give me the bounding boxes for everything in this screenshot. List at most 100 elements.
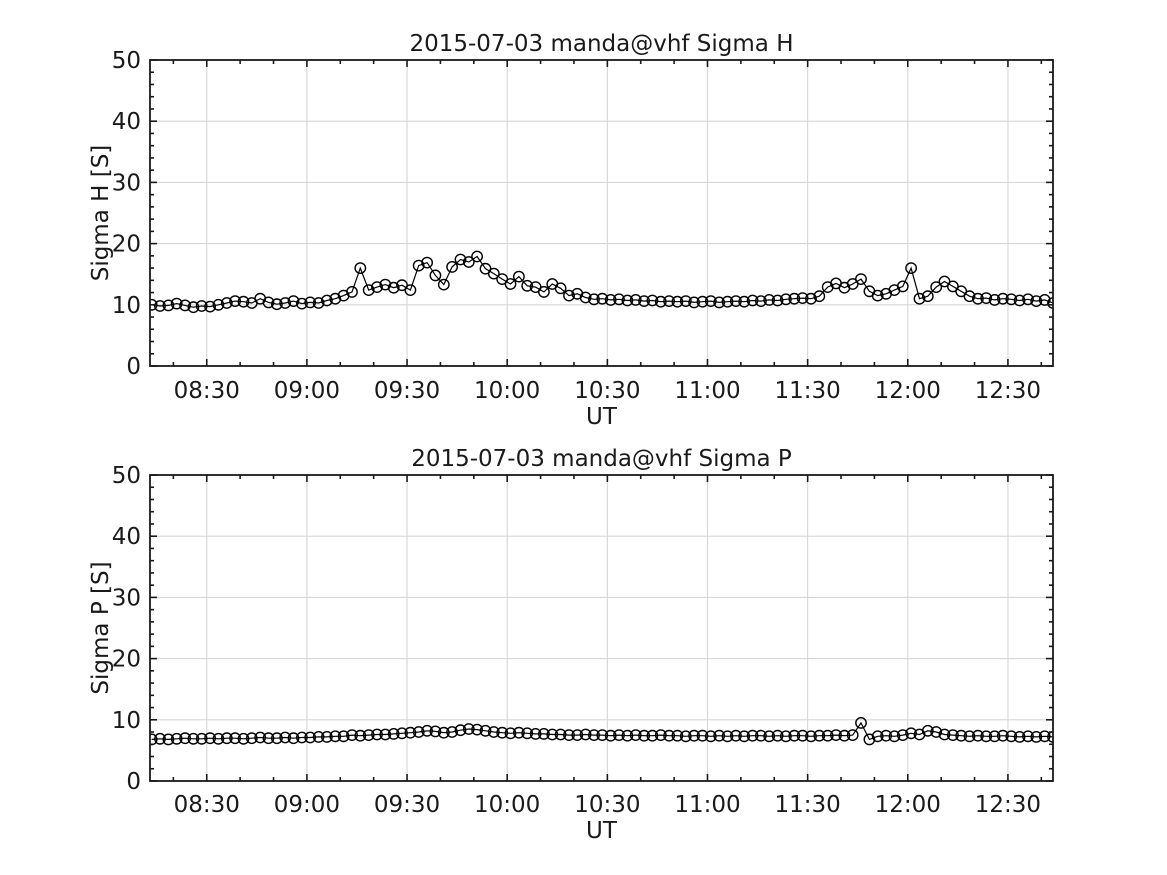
data-point-marker bbox=[437, 726, 450, 739]
x-tick-label: 09:00 bbox=[274, 792, 340, 818]
x-tick-label: 11:30 bbox=[774, 378, 840, 404]
data-point-marker bbox=[287, 732, 300, 745]
data-point-marker bbox=[421, 256, 433, 269]
x-tick-label: 09:30 bbox=[374, 792, 440, 818]
y-tick-label: 40 bbox=[112, 524, 141, 550]
data-point-marker bbox=[270, 732, 283, 745]
data-point-marker bbox=[346, 285, 358, 298]
data-point-marker bbox=[896, 280, 909, 293]
data-point-marker bbox=[738, 295, 751, 308]
data-point-marker bbox=[896, 729, 909, 741]
x-tick-label: 08:30 bbox=[174, 378, 240, 404]
data-point-marker bbox=[162, 299, 175, 312]
data-point-marker bbox=[504, 727, 517, 740]
data-point-marker bbox=[454, 253, 467, 266]
data-point-marker bbox=[237, 295, 250, 308]
data-point-marker bbox=[963, 290, 976, 303]
data-point-marker bbox=[513, 270, 525, 283]
data-point-marker bbox=[621, 729, 634, 742]
data-point-marker bbox=[604, 293, 617, 306]
data-point-marker bbox=[212, 732, 225, 745]
data-point-marker bbox=[154, 300, 166, 312]
x-tick-label: 12:00 bbox=[875, 378, 941, 404]
data-point-marker bbox=[170, 732, 183, 745]
data-point-marker bbox=[554, 282, 567, 295]
y-tick-label: 10 bbox=[112, 708, 141, 734]
data-point-marker bbox=[688, 296, 700, 309]
data-point-marker bbox=[796, 292, 809, 304]
data-point-marker bbox=[930, 726, 943, 738]
sigma-p-ylabel: Sigma P [S] bbox=[88, 561, 114, 694]
data-point-marker bbox=[229, 295, 242, 307]
sigma-h-plot-area: 08:30 09:00 09:30 10:00 10:30 11:00 11:30 12:00… bbox=[112, 48, 1054, 404]
data-point-marker bbox=[170, 297, 183, 310]
data-point-marker bbox=[771, 729, 784, 742]
data-line bbox=[151, 255, 1053, 308]
data-point-marker bbox=[346, 729, 358, 741]
data-point-marker bbox=[404, 726, 417, 739]
data-point-marker bbox=[930, 281, 943, 293]
data-point-marker bbox=[287, 295, 300, 307]
data-point-marker bbox=[696, 729, 709, 742]
data-point-marker bbox=[938, 728, 951, 741]
data-point-marker bbox=[371, 728, 383, 741]
data-point-marker bbox=[154, 732, 166, 745]
data-point-marker bbox=[254, 731, 267, 744]
data-point-marker bbox=[312, 297, 325, 309]
data-point-marker bbox=[855, 273, 867, 285]
data-point-marker bbox=[780, 293, 792, 306]
data-point-marker bbox=[704, 295, 717, 307]
y-tick-label: 40 bbox=[112, 109, 141, 135]
data-point-marker bbox=[337, 730, 350, 743]
data-point-marker bbox=[771, 294, 784, 307]
data-point-marker bbox=[947, 729, 959, 741]
data-point-marker bbox=[387, 281, 400, 294]
data-point-marker bbox=[412, 726, 425, 738]
data-point-marker bbox=[320, 731, 333, 743]
data-point-marker bbox=[671, 295, 684, 308]
data-point-marker bbox=[1047, 297, 1053, 309]
data-point-marker bbox=[379, 728, 392, 741]
y-tick-label: 30 bbox=[112, 170, 141, 196]
data-point-marker bbox=[312, 731, 325, 743]
data-point-marker bbox=[1022, 293, 1034, 306]
data-point-marker bbox=[788, 729, 801, 742]
y-tick-label: 0 bbox=[126, 354, 141, 380]
data-point-marker bbox=[521, 727, 534, 740]
data-point-marker bbox=[396, 727, 408, 740]
data-point-marker bbox=[162, 733, 175, 746]
x-tick-label: 12:30 bbox=[975, 378, 1041, 404]
data-point-marker bbox=[295, 297, 308, 310]
data-point-marker bbox=[846, 729, 859, 741]
major-grid bbox=[150, 475, 1053, 781]
data-point-marker bbox=[646, 294, 659, 307]
data-point-marker bbox=[796, 729, 809, 742]
data-point-marker bbox=[563, 729, 575, 741]
data-point-marker bbox=[963, 730, 976, 743]
data-point-marker bbox=[613, 293, 625, 306]
data-point-marker bbox=[496, 726, 509, 739]
data-point-marker bbox=[654, 295, 667, 308]
data-point-marker bbox=[329, 292, 342, 305]
data-point-marker bbox=[571, 729, 584, 741]
data-point-marker bbox=[821, 729, 834, 742]
data-point-marker bbox=[654, 729, 667, 741]
data-point-marker bbox=[354, 262, 367, 274]
data-point-marker bbox=[955, 729, 968, 742]
data-point-marker bbox=[1030, 731, 1043, 743]
data-point-marker bbox=[921, 724, 934, 737]
data-point-marker bbox=[596, 729, 609, 741]
data-point-marker bbox=[629, 729, 642, 741]
data-point-marker bbox=[379, 278, 392, 291]
data-point-marker bbox=[1013, 731, 1026, 743]
data-point-marker bbox=[604, 729, 617, 742]
data-point-marker bbox=[1030, 295, 1043, 307]
data-point-marker bbox=[446, 260, 458, 273]
data-point-marker bbox=[362, 284, 375, 296]
data-point-marker bbox=[972, 292, 984, 305]
x-tick-label: 11:00 bbox=[674, 792, 740, 818]
data-point-marker bbox=[245, 732, 258, 745]
data-point-marker bbox=[805, 292, 817, 305]
data-point-marker bbox=[871, 289, 884, 302]
